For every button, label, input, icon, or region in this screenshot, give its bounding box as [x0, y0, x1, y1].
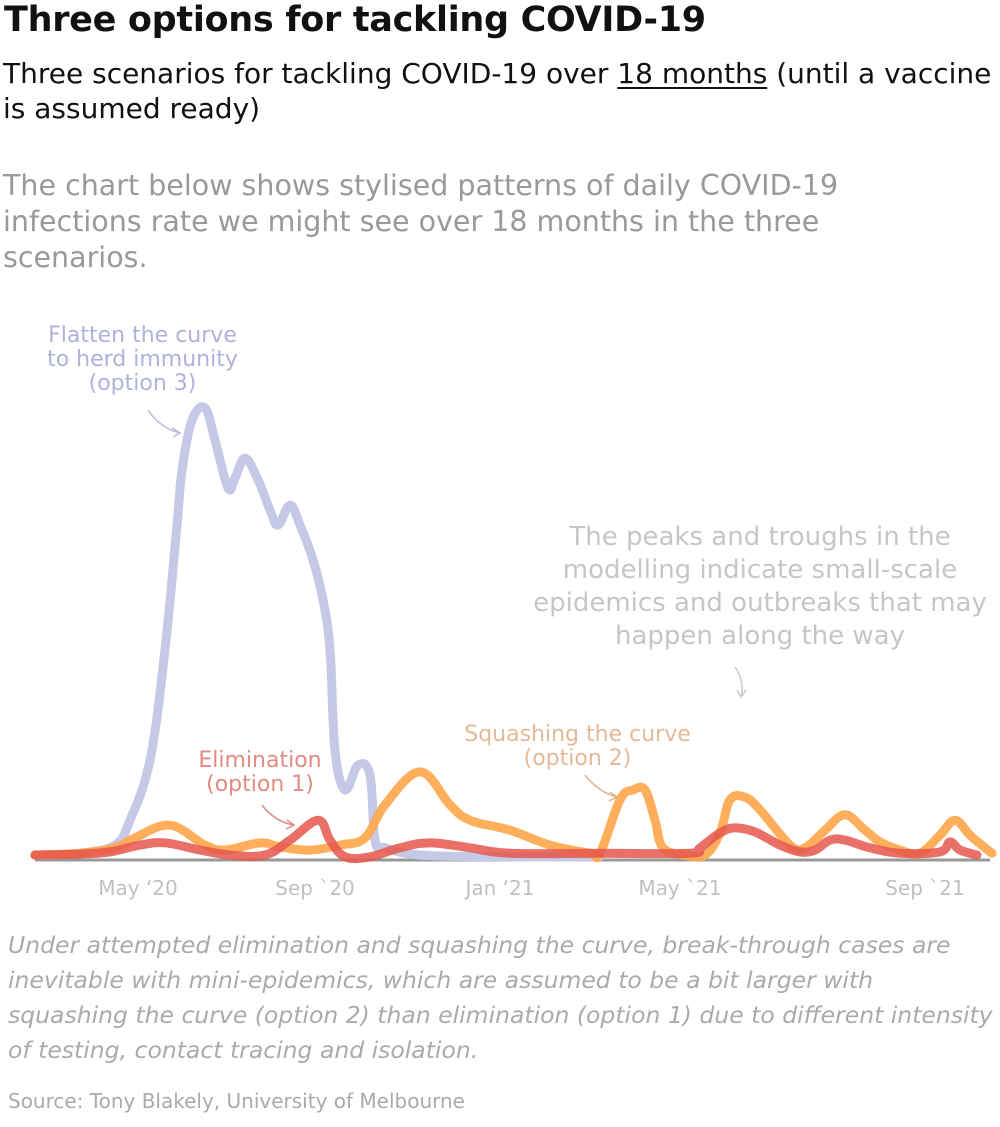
series-line-2 [30, 767, 997, 863]
source-note: Source: Tony Blakely, University of Melb… [8, 1089, 465, 1113]
annotation-option-3: Flatten the curve to herd immunity (opti… [30, 324, 255, 396]
x-tick-label: May ‘20 [98, 876, 178, 900]
annotation-line: (option 2) [523, 746, 632, 771]
annotation-line: Squashing the curve [464, 722, 691, 747]
blue-annotation-arrow [147, 409, 182, 438]
x-tick-label: Sep `21 [885, 876, 965, 900]
annotation-option-2: Squashing the curve (option 2) [440, 723, 715, 771]
annotation-line: to herd immunity [47, 347, 238, 372]
x-tick-label: Jan ‘21 [464, 876, 535, 900]
subtitle-link-18-months[interactable]: 18 months [617, 57, 768, 90]
x-tick-label: May `21 [638, 876, 721, 900]
annotation-line: (option 1) [206, 772, 314, 797]
series-line-3 [30, 815, 982, 864]
chart-description: The chart below shows stylised patterns … [3, 169, 839, 274]
annotation-line: Elimination [198, 748, 322, 773]
note-annotation-arrow [734, 666, 747, 699]
annotation-peaks-note: The peaks and troughs in the modelling i… [533, 522, 987, 651]
series-line-1 [30, 402, 605, 862]
orange-annotation-arrow [584, 774, 619, 802]
x-tick-label: Sep `20 [275, 876, 355, 900]
annotation-line: (option 3) [88, 371, 197, 396]
chart-caption: Under attempted elimination and squashin… [8, 931, 993, 1064]
subtitle-text: Three scenarios for tackling COVID-19 ov… [3, 57, 618, 90]
red-annotation-arrow [261, 804, 296, 830]
chart-title: Three options for tackling COVID-19 [4, 0, 706, 40]
subtitle: Three scenarios for tackling COVID-19 ov… [3, 56, 993, 126]
subtitle-text-end: (until a vaccine is assumed ready) [3, 57, 992, 125]
annotation-option-1: Elimination (option 1) [180, 749, 340, 797]
annotation-line: Flatten the curve [48, 323, 237, 348]
